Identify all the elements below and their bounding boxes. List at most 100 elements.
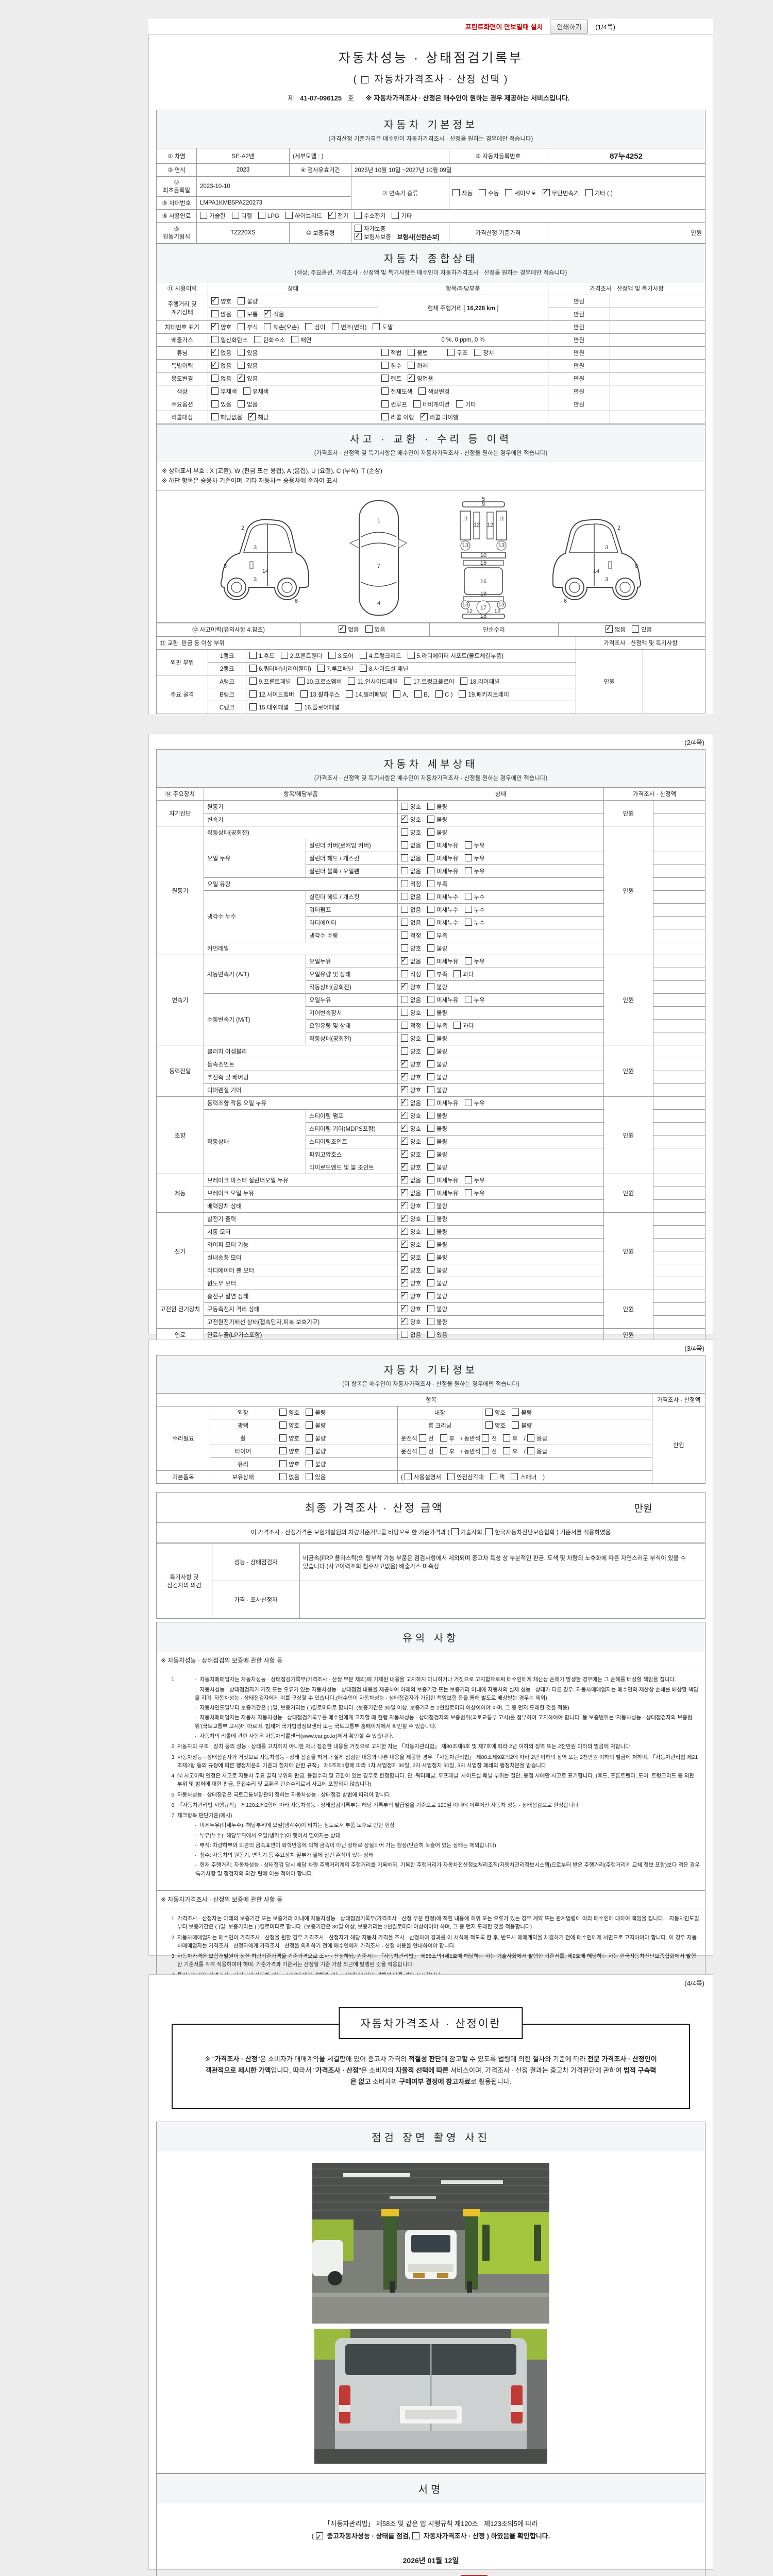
checkbox-option[interactable]: 불량: [427, 803, 447, 810]
checkbox[interactable]: [408, 349, 415, 356]
checkbox[interactable]: [427, 1112, 435, 1119]
checkbox[interactable]: [464, 906, 472, 913]
checkbox[interactable]: [427, 919, 435, 926]
checkbox[interactable]: [231, 212, 239, 219]
checkbox-option[interactable]: 기타 ( ): [585, 189, 613, 197]
checkbox-option[interactable]: 불량: [427, 1125, 447, 1132]
checkbox[interactable]: [401, 1035, 408, 1042]
checkbox-option[interactable]: 9.프론트패널: [249, 677, 291, 685]
checkbox-option[interactable]: 양호: [401, 828, 421, 836]
checkbox[interactable]: [404, 677, 412, 685]
checkbox-option[interactable]: 없음: [401, 867, 421, 875]
checkbox-option[interactable]: 양호: [401, 1009, 421, 1016]
checkbox[interactable]: [306, 1409, 313, 1416]
checkbox-option[interactable]: 18.리어패널: [460, 677, 500, 685]
checkbox-option[interactable]: 양호: [401, 1110, 421, 1120]
checkbox-option[interactable]: 없음: [238, 400, 258, 408]
checkbox-option[interactable]: 있음: [632, 625, 652, 633]
checkbox-option[interactable]: 미세누유: [427, 1099, 459, 1107]
checkbox-option[interactable]: 없음: [401, 906, 421, 913]
checkbox-option[interactable]: 구조: [447, 349, 468, 357]
checkbox[interactable]: [359, 665, 367, 672]
checkbox-option[interactable]: 응급: [527, 1434, 547, 1442]
checkbox-option[interactable]: 누수: [464, 906, 485, 913]
checkbox-checked[interactable]: [238, 373, 245, 382]
checkbox[interactable]: [512, 1409, 519, 1416]
checkbox[interactable]: [464, 957, 472, 964]
checkbox-option[interactable]: 적음: [264, 309, 284, 318]
checkbox-option[interactable]: 적정: [401, 970, 421, 978]
checkbox[interactable]: [401, 880, 408, 887]
checkbox[interactable]: [427, 1125, 435, 1132]
checkbox-option[interactable]: 불량: [427, 1253, 447, 1261]
checkbox[interactable]: [427, 1099, 435, 1106]
checkbox-option[interactable]: 화재: [408, 362, 428, 369]
checkbox[interactable]: [249, 652, 257, 659]
checkbox-option[interactable]: 미세누수: [427, 906, 459, 913]
checkbox[interactable]: [401, 1022, 408, 1029]
checkbox-option[interactable]: 리콜 이행: [381, 413, 414, 421]
checkbox-option[interactable]: 하이브리드: [285, 212, 322, 219]
checkbox[interactable]: [238, 323, 245, 330]
checkbox[interactable]: [427, 854, 435, 861]
checkbox[interactable]: [505, 189, 513, 196]
checkbox[interactable]: [440, 1434, 447, 1442]
checkbox[interactable]: [346, 690, 354, 698]
checkbox-option[interactable]: 양호: [211, 321, 231, 331]
checkbox-option[interactable]: 전기: [328, 210, 348, 219]
checkbox[interactable]: [427, 1073, 435, 1080]
checkbox-option[interactable]: 일산화탄소: [211, 336, 248, 344]
checkbox[interactable]: [401, 996, 408, 1003]
checkbox-option[interactable]: 양호: [401, 1265, 421, 1274]
checkbox[interactable]: [381, 400, 389, 408]
checkbox[interactable]: [373, 323, 380, 330]
checkbox[interactable]: [427, 944, 435, 952]
checkbox-checked[interactable]: [401, 1097, 408, 1106]
checkbox-checked[interactable]: [401, 1291, 408, 1299]
checkbox[interactable]: [427, 1331, 435, 1338]
checkbox[interactable]: [249, 690, 257, 698]
checkbox-option[interactable]: 불량: [427, 983, 447, 991]
checkbox[interactable]: [511, 1473, 518, 1480]
checkbox-option[interactable]: 양호: [485, 1421, 506, 1429]
checkbox-option[interactable]: 양호: [401, 1123, 421, 1132]
checkbox[interactable]: [464, 893, 472, 900]
checkbox[interactable]: [427, 1138, 435, 1145]
checkbox[interactable]: [393, 690, 401, 698]
checkbox-option[interactable]: 있음: [306, 1473, 326, 1481]
checkbox-option[interactable]: 미세누유: [427, 841, 459, 849]
checkbox[interactable]: [279, 1447, 287, 1454]
checkbox-checked[interactable]: [420, 412, 428, 420]
checkbox[interactable]: [427, 1305, 435, 1312]
checkbox[interactable]: [279, 1473, 287, 1480]
checkbox[interactable]: [317, 665, 325, 672]
checkbox-option[interactable]: 전: [418, 1434, 434, 1442]
checkbox-option[interactable]: 도말: [373, 323, 393, 331]
checkbox[interactable]: [300, 690, 308, 698]
checkbox-option[interactable]: 가솔린: [200, 212, 226, 219]
checkbox-option[interactable]: 양호: [401, 803, 421, 810]
checkbox-option[interactable]: 양호: [401, 1303, 421, 1313]
checkbox-option[interactable]: 탄화수소: [254, 336, 285, 344]
checkbox[interactable]: [427, 803, 435, 810]
checkbox-checked[interactable]: [401, 1303, 408, 1312]
checkbox[interactable]: [479, 189, 486, 196]
checkbox-option[interactable]: 불량: [427, 1086, 447, 1094]
checkbox-option[interactable]: 양호: [401, 1213, 421, 1223]
checkbox-checked[interactable]: [264, 309, 272, 317]
checkbox[interactable]: [418, 1434, 426, 1442]
checkbox-option[interactable]: 12.사이드멤버: [249, 690, 294, 698]
checkbox-option[interactable]: 미세누유: [427, 1189, 459, 1197]
checkbox-option[interactable]: 미세누유: [427, 957, 459, 965]
checkbox-option[interactable]: 불량: [238, 297, 258, 305]
checkbox-option[interactable]: 7.루프패널: [317, 665, 354, 672]
checkbox[interactable]: [427, 1086, 435, 1093]
checkbox[interactable]: [427, 1241, 435, 1248]
checkbox-checked[interactable]: [408, 373, 415, 382]
checkbox[interactable]: [211, 413, 219, 420]
checkbox-option[interactable]: 없음: [401, 956, 421, 965]
checkbox-option[interactable]: 응급: [527, 1447, 547, 1455]
checkbox-option[interactable]: 디젤: [231, 212, 252, 219]
checkbox[interactable]: [474, 349, 481, 356]
checkbox-option[interactable]: 네비게이션: [413, 400, 450, 408]
